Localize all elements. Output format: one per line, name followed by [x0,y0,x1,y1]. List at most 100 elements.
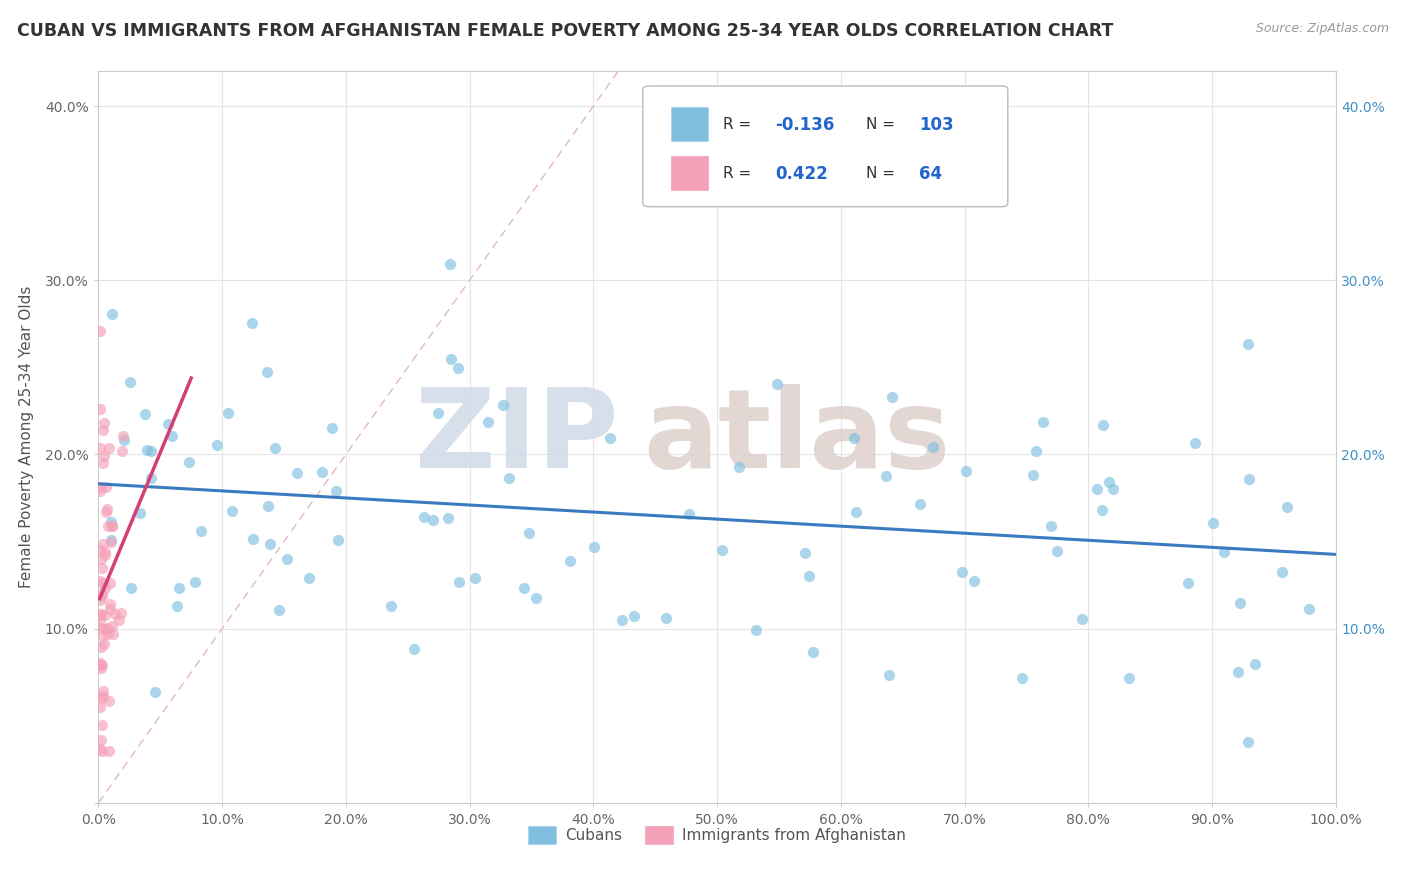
Point [256,365,278,379]
Point [1102,482,1125,496]
Point [93,416,115,430]
Point [89,401,111,416]
Point [517,525,540,540]
Point [1227,665,1250,680]
Y-axis label: Female Poverty Among 25-34 Year Olds: Female Poverty Among 25-34 Year Olds [18,286,34,588]
Point [104,607,127,621]
Bar [671,107,709,141]
Text: 64: 64 [918,165,942,183]
Point [910,498,932,512]
Point [1025,443,1047,458]
Point [524,591,547,605]
Text: ZIP: ZIP [415,384,619,491]
Point [464,571,486,585]
Point [1212,545,1234,559]
Point [1011,671,1033,685]
Point [96,621,118,635]
Point [412,510,434,524]
Point [129,506,152,520]
Point [91,560,114,574]
Point [90,629,112,643]
Point [97,441,120,455]
Text: R =: R = [723,166,756,181]
Text: 103: 103 [918,116,953,134]
Point [801,645,824,659]
Point [120,582,142,596]
Point [1236,337,1258,351]
Point [139,443,162,458]
Point [96,502,118,516]
Point [793,546,815,560]
Point [437,510,460,524]
Point [1184,436,1206,450]
Point [89,742,111,756]
Point [89,574,111,589]
Point [221,504,243,518]
Point [426,406,449,420]
Point [710,543,733,558]
Point [160,428,183,442]
Point [90,690,112,705]
Point [108,613,131,627]
Point [190,524,212,539]
Point [156,417,179,431]
Point [1243,657,1265,671]
Point [440,351,463,366]
Point [91,423,114,437]
Point [110,444,132,458]
Point [100,598,122,612]
Point [98,602,121,616]
Text: -0.136: -0.136 [775,116,835,134]
Point [89,542,111,557]
Point [91,657,114,672]
Point [276,552,298,566]
Point [90,733,112,747]
Point [90,607,112,622]
Point [89,324,111,338]
Text: Source: ZipAtlas.com: Source: ZipAtlas.com [1256,22,1389,36]
Point [264,441,287,455]
Point [610,613,633,627]
Point [89,480,111,494]
Point [1239,472,1261,486]
Point [97,693,120,707]
Point [110,606,132,620]
Point [100,533,122,547]
Point [582,540,605,554]
Point [1040,518,1063,533]
Point [1236,735,1258,749]
Point [94,581,117,595]
Point [101,627,124,641]
Point [285,466,308,480]
Point [240,316,263,330]
Point [100,308,122,322]
Text: N =: N = [866,166,900,181]
Point [94,480,117,494]
Point [89,592,111,607]
Point [93,637,115,651]
FancyBboxPatch shape [643,86,1008,207]
Text: CUBAN VS IMMIGRANTS FROM AFGHANISTAN FEMALE POVERTY AMONG 25-34 YEAR OLDS CORREL: CUBAN VS IMMIGRANTS FROM AFGHANISTAN FEM… [17,22,1114,40]
Point [963,574,986,588]
Point [921,440,943,454]
Point [655,611,678,625]
Point [325,483,347,498]
Point [1085,482,1108,496]
Point [955,464,977,478]
Point [166,599,188,613]
Point [93,545,115,559]
Text: 0.422: 0.422 [775,165,828,183]
Point [90,621,112,635]
Point [205,438,228,452]
Point [439,257,461,271]
Point [91,586,114,600]
Point [797,568,820,582]
Point [1271,565,1294,579]
Point [97,743,120,757]
Point [89,656,111,670]
Point [422,513,444,527]
Point [1177,575,1199,590]
Point [449,575,471,590]
Point [90,743,112,757]
Point [477,415,499,429]
